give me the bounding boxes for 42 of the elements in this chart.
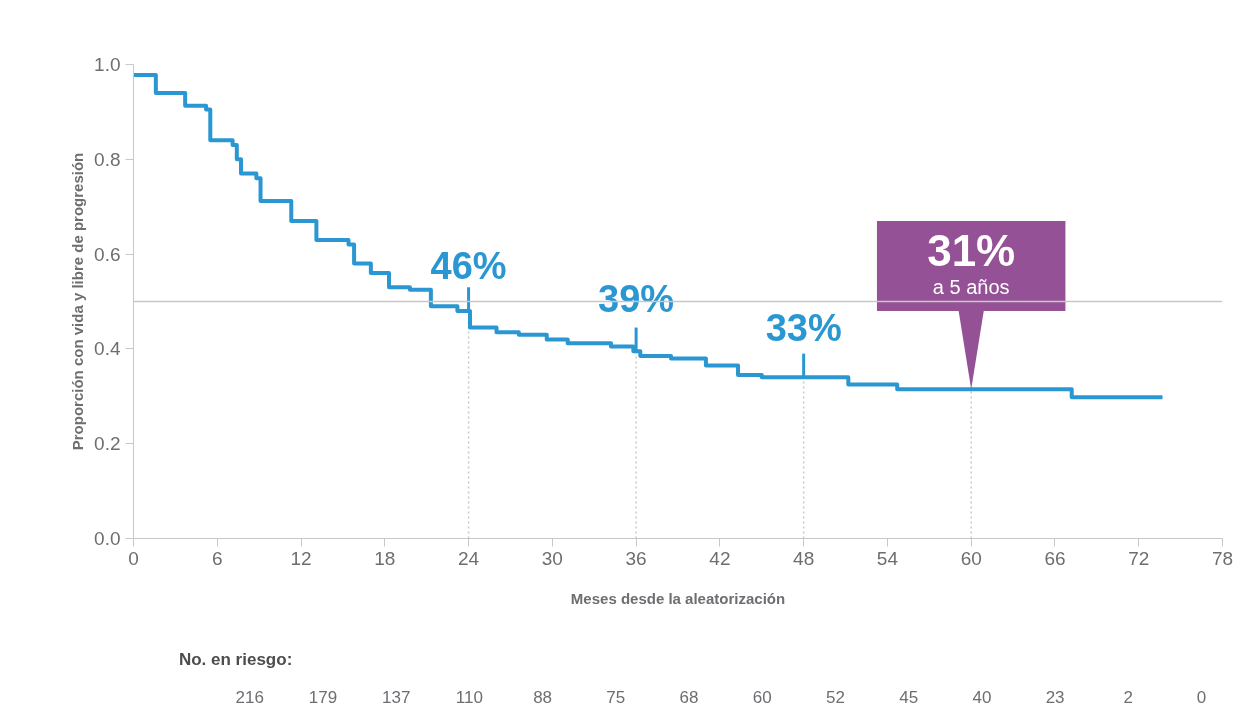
- annotation: 46%: [430, 245, 507, 288]
- x-tick-label: 12: [290, 547, 312, 569]
- x-tick-label: 18: [374, 547, 396, 569]
- text: 216: [235, 687, 264, 707]
- text: 110: [455, 687, 483, 707]
- text: 137: [381, 687, 411, 707]
- x-tick-label: 0: [128, 547, 139, 569]
- x-tick-label: 54: [876, 547, 899, 569]
- x-tick-label: 42: [709, 547, 731, 569]
- text: 45: [899, 687, 919, 707]
- text: 68: [679, 687, 699, 707]
- text: No. en riesgo:: [178, 649, 293, 669]
- x-tick-label: 24: [458, 547, 480, 569]
- text: 179: [308, 687, 338, 707]
- x-tick-label: 78: [1211, 547, 1234, 569]
- x-tick-label: 30: [541, 547, 563, 569]
- y-tick-label: 0.8: [94, 148, 121, 170]
- annotation: 33%: [765, 306, 842, 349]
- text: 40: [972, 687, 992, 707]
- text: 23: [1045, 687, 1065, 707]
- y-tick-label: 1.0: [94, 54, 121, 75]
- y-tick-label: 0.0: [94, 528, 121, 549]
- x-tick-label: 48: [793, 547, 815, 569]
- text: 75: [606, 687, 626, 707]
- text: 60: [752, 687, 772, 707]
- annotation: 31%: [927, 226, 1016, 276]
- annotation: a 5 años: [932, 276, 1010, 299]
- x-tick-label: 66: [1044, 547, 1066, 569]
- y-tick-label: 0.2: [94, 433, 121, 455]
- y-axis-title: Proporción con vida y libre de progresión: [69, 152, 87, 451]
- y-tick-label: 0.4: [94, 338, 121, 360]
- x-tick-label: 60: [960, 547, 982, 569]
- x-tick-label: 72: [1128, 547, 1150, 569]
- text: 88: [533, 687, 553, 707]
- y-tick-label: 0.6: [94, 243, 121, 265]
- x-tick-label: 36: [625, 547, 647, 569]
- text: 2: [1123, 687, 1134, 707]
- x-axis-title: Meses desde la aleatorización: [570, 589, 786, 607]
- text: 52: [826, 687, 845, 707]
- x-tick-label: 6: [211, 547, 223, 569]
- text: 0: [1196, 687, 1207, 707]
- annotation: 39%: [598, 278, 675, 321]
